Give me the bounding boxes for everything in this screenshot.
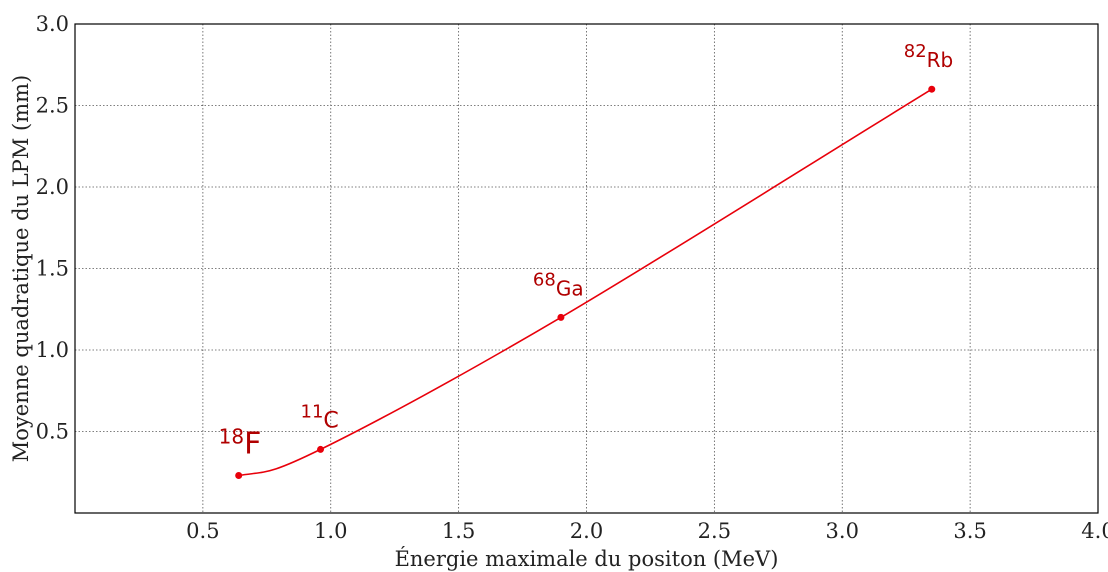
isotope-symbol: Ga [556,276,584,300]
data-point [928,85,936,93]
data-point [235,472,243,480]
isotope-mass: 68 [533,269,556,290]
isotope-symbol: F [244,427,261,462]
y-axis-ticks: 0.5 1.0 1.5 2.0 2.5 3.0 [36,12,69,444]
x-tick-label: 3.0 [826,519,859,543]
isotope-mass: 18 [219,425,244,449]
x-tick-label: 2.5 [698,519,731,543]
y-axis-label: Moyenne quadratique du LPM (mm) [9,75,33,462]
isotope-symbol: C [323,408,338,433]
point-labels: 18F 11C 68Ga 82Rb [219,41,954,461]
data-point [557,313,565,321]
x-tick-label: 1.5 [442,519,475,543]
isotope-mass: 11 [301,401,324,422]
series-line [238,88,933,477]
y-tick-label: 0.5 [36,420,69,444]
point-label: 82Rb [904,41,954,72]
point-label: 11C [301,401,339,433]
y-tick-label: 1.0 [36,338,69,362]
x-tick-label: 0.5 [186,519,219,543]
data-points [235,85,936,480]
x-axis-ticks: 0.5 1.0 1.5 2.0 2.5 3.0 3.5 4.0 [186,519,1108,543]
y-tick-label: 1.5 [36,257,69,281]
x-tick-label: 2.0 [570,519,603,543]
point-label: 68Ga [533,269,584,300]
point-label: 18F [219,425,262,462]
y-tick-label: 2.5 [36,94,69,118]
isotope-symbol: Rb [927,48,954,72]
x-tick-label: 1.0 [314,519,347,543]
y-tick-label: 3.0 [36,12,69,36]
y-tick-label: 2.0 [36,175,69,199]
plot-frame [74,23,1099,514]
x-tick-label: 4.0 [1081,519,1108,543]
isotope-mass: 82 [904,41,927,62]
x-axis-label: Énergie maximale du positon (MeV) [395,547,779,571]
data-point [317,445,325,453]
x-tick-label: 3.5 [953,519,986,543]
